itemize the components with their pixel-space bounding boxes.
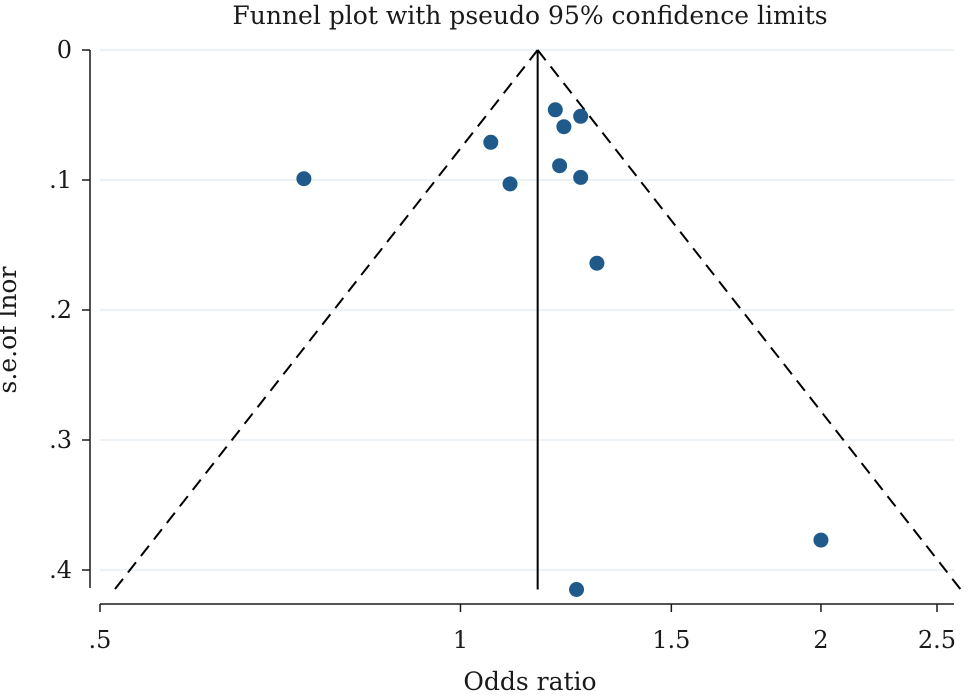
data-point-9 bbox=[813, 532, 829, 548]
gridlines bbox=[100, 49, 954, 571]
lower-confidence-limit bbox=[113, 49, 539, 591]
data-point-4 bbox=[556, 119, 572, 135]
y-tick-label-1: .1 bbox=[49, 166, 72, 194]
y-tick-label-3: .3 bbox=[49, 426, 72, 454]
data-points bbox=[296, 102, 829, 597]
x-axis-label: Odds ratio bbox=[463, 667, 596, 696]
x-tick-label-0: .5 bbox=[89, 626, 112, 654]
data-point-7 bbox=[573, 169, 589, 185]
y-axis-label: s.e.of lnor bbox=[0, 267, 22, 394]
funnel-lines bbox=[113, 49, 962, 591]
y-tick-label-2: .2 bbox=[49, 296, 72, 324]
chart-title: Funnel plot with pseudo 95% confidence l… bbox=[232, 1, 827, 30]
y-tick-label-0: 0 bbox=[57, 36, 72, 64]
x-tick-label-4: 2.5 bbox=[918, 626, 956, 654]
y-tick-label-4: .4 bbox=[49, 556, 72, 584]
x-tick-label-2: 1.5 bbox=[652, 626, 690, 654]
data-point-1 bbox=[483, 134, 499, 150]
x-axis-ticks: .5 1 1.5 2 2.5 bbox=[89, 604, 956, 654]
data-point-6 bbox=[552, 158, 568, 174]
y-axis-ticks: 0 .1 .2 .3 .4 bbox=[49, 36, 90, 584]
data-point-8 bbox=[589, 255, 605, 271]
data-point-5 bbox=[573, 108, 589, 124]
data-point-3 bbox=[547, 102, 563, 118]
upper-confidence-limit bbox=[536, 49, 962, 591]
x-tick-label-3: 2 bbox=[813, 626, 828, 654]
data-point-0 bbox=[296, 171, 312, 187]
data-point-10 bbox=[569, 582, 585, 597]
data-point-2 bbox=[502, 176, 518, 192]
x-tick-label-1: 1 bbox=[453, 626, 468, 654]
